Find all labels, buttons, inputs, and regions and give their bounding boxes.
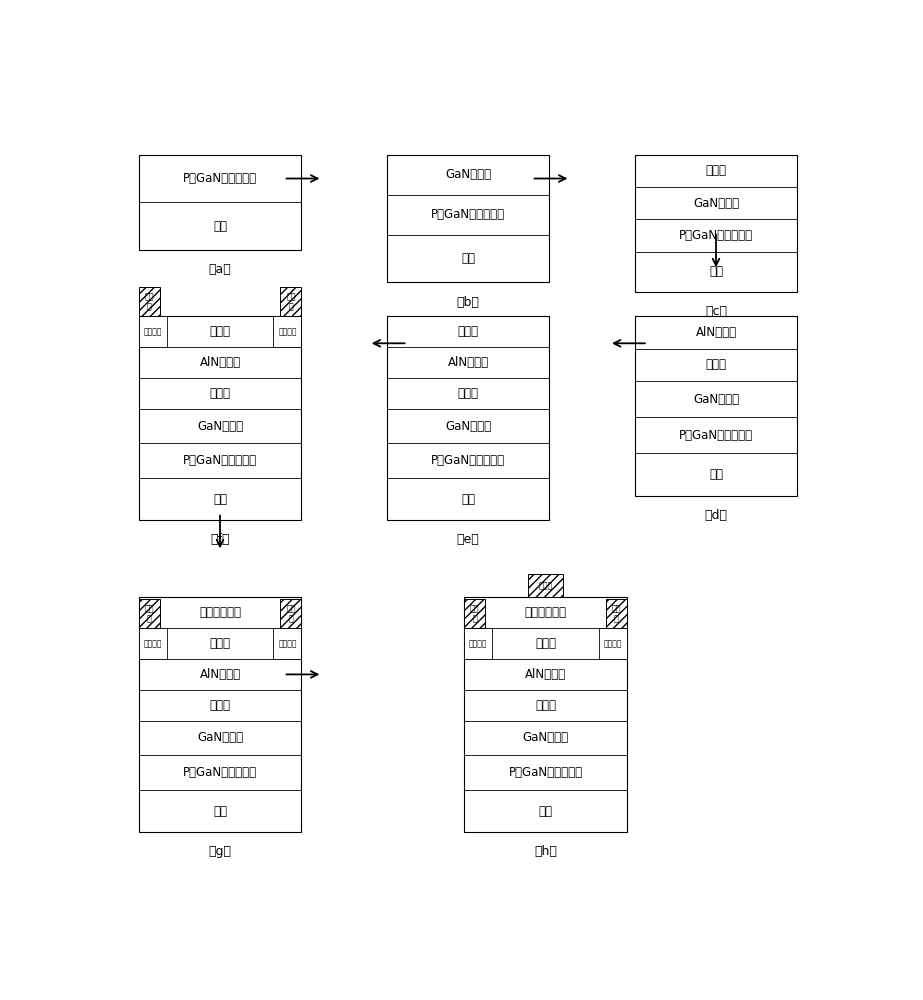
Text: GaN缓冲层: GaN缓冲层 [197, 420, 243, 433]
Text: 衬底: 衬底 [213, 220, 227, 233]
Text: 势垒层: 势垒层 [535, 637, 556, 650]
Text: 欧姆接触: 欧姆接触 [143, 639, 162, 648]
Bar [281, 599, 302, 628]
Text: 绝缘栅介质层: 绝缘栅介质层 [199, 606, 241, 619]
Text: 沟道层: 沟道层 [705, 358, 726, 371]
Text: 势垒层: 势垒层 [210, 637, 231, 650]
Text: 沟道层: 沟道层 [210, 699, 231, 712]
Text: 栅电极: 栅电极 [538, 581, 553, 590]
Text: P型GaN漏电隔离层: P型GaN漏电隔离层 [183, 172, 258, 185]
Text: AlN插入层: AlN插入层 [199, 356, 241, 369]
Bar [387, 155, 549, 282]
Text: 沟道层: 沟道层 [705, 164, 726, 177]
Text: GaN缓冲层: GaN缓冲层 [445, 168, 491, 181]
Bar [138, 155, 302, 250]
Text: 欧姆接触: 欧姆接触 [278, 639, 296, 648]
Bar [138, 597, 302, 832]
Text: （f）: （f） [210, 533, 230, 546]
Bar [138, 599, 160, 628]
Text: 欧姆接触: 欧姆接触 [143, 327, 162, 336]
Text: AlN插入层: AlN插入层 [199, 668, 241, 681]
Bar [138, 628, 166, 659]
Text: 源电
极: 源电 极 [470, 604, 479, 623]
Text: 沟道层: 沟道层 [458, 387, 478, 400]
Text: P型GaN漏电隔离层: P型GaN漏电隔离层 [431, 454, 505, 467]
Bar [273, 628, 302, 659]
Text: 欧姆接触: 欧姆接触 [604, 639, 622, 648]
Bar [281, 287, 302, 316]
Text: P型GaN漏电隔离层: P型GaN漏电隔离层 [509, 766, 582, 779]
Bar [635, 155, 797, 292]
Text: （h）: （h） [534, 845, 557, 858]
Text: （d）: （d） [704, 509, 727, 522]
Text: 源电
极: 源电 极 [144, 604, 154, 623]
Text: P型GaN漏电隔离层: P型GaN漏电隔离层 [431, 208, 505, 221]
Text: AlN插入层: AlN插入层 [525, 668, 566, 681]
Text: 欧姆接触: 欧姆接触 [469, 639, 487, 648]
Text: （a）: （a） [209, 263, 232, 276]
Text: 衬底: 衬底 [461, 252, 475, 265]
Text: 衬底: 衬底 [213, 805, 227, 818]
Text: GaN缓冲层: GaN缓冲层 [693, 197, 739, 210]
Text: P型GaN漏电隔离层: P型GaN漏电隔离层 [679, 429, 753, 442]
Text: 衬底: 衬底 [213, 493, 227, 506]
Bar [606, 599, 627, 628]
Text: 势垒层: 势垒层 [210, 325, 231, 338]
Text: GaN缓冲层: GaN缓冲层 [197, 731, 243, 744]
Text: 衬底: 衬底 [709, 468, 723, 481]
Bar [528, 574, 563, 597]
Bar [464, 628, 492, 659]
Text: GaN缓冲层: GaN缓冲层 [445, 420, 491, 433]
Text: 衬底: 衬底 [538, 805, 553, 818]
Text: （b）: （b） [457, 296, 479, 309]
Bar [138, 287, 160, 316]
Text: 漏电
极: 漏电 极 [612, 604, 621, 623]
Text: 衬底: 衬底 [709, 265, 723, 278]
Text: AlN插入层: AlN插入层 [695, 326, 737, 339]
Bar [464, 599, 485, 628]
Text: 源电
极: 源电 极 [144, 292, 154, 311]
Text: 沟道层: 沟道层 [535, 699, 556, 712]
Bar [635, 316, 797, 496]
Text: 漏电
极: 漏电 极 [286, 292, 295, 311]
Text: 欧姆接触: 欧姆接触 [278, 327, 296, 336]
Bar [464, 597, 627, 832]
Bar [273, 316, 302, 347]
Text: 沟道层: 沟道层 [210, 387, 231, 400]
Text: 绝缘栅介质层: 绝缘栅介质层 [524, 606, 567, 619]
Text: AlN插入层: AlN插入层 [448, 356, 488, 369]
Text: 漏电
极: 漏电 极 [286, 604, 295, 623]
Text: （g）: （g） [209, 845, 232, 858]
Bar [387, 316, 549, 520]
Text: （c）: （c） [705, 305, 727, 318]
Bar [599, 628, 627, 659]
Text: 衬底: 衬底 [461, 493, 475, 506]
Text: P型GaN漏电隔离层: P型GaN漏电隔离层 [183, 454, 258, 467]
Text: GaN缓冲层: GaN缓冲层 [693, 393, 739, 406]
Text: P型GaN漏电隔离层: P型GaN漏电隔离层 [679, 229, 753, 242]
Text: P型GaN漏电隔离层: P型GaN漏电隔离层 [183, 766, 258, 779]
Bar [138, 316, 302, 520]
Text: 势垒层: 势垒层 [458, 325, 478, 338]
Text: GaN缓冲层: GaN缓冲层 [522, 731, 569, 744]
Bar [138, 316, 166, 347]
Text: （e）: （e） [457, 533, 479, 546]
